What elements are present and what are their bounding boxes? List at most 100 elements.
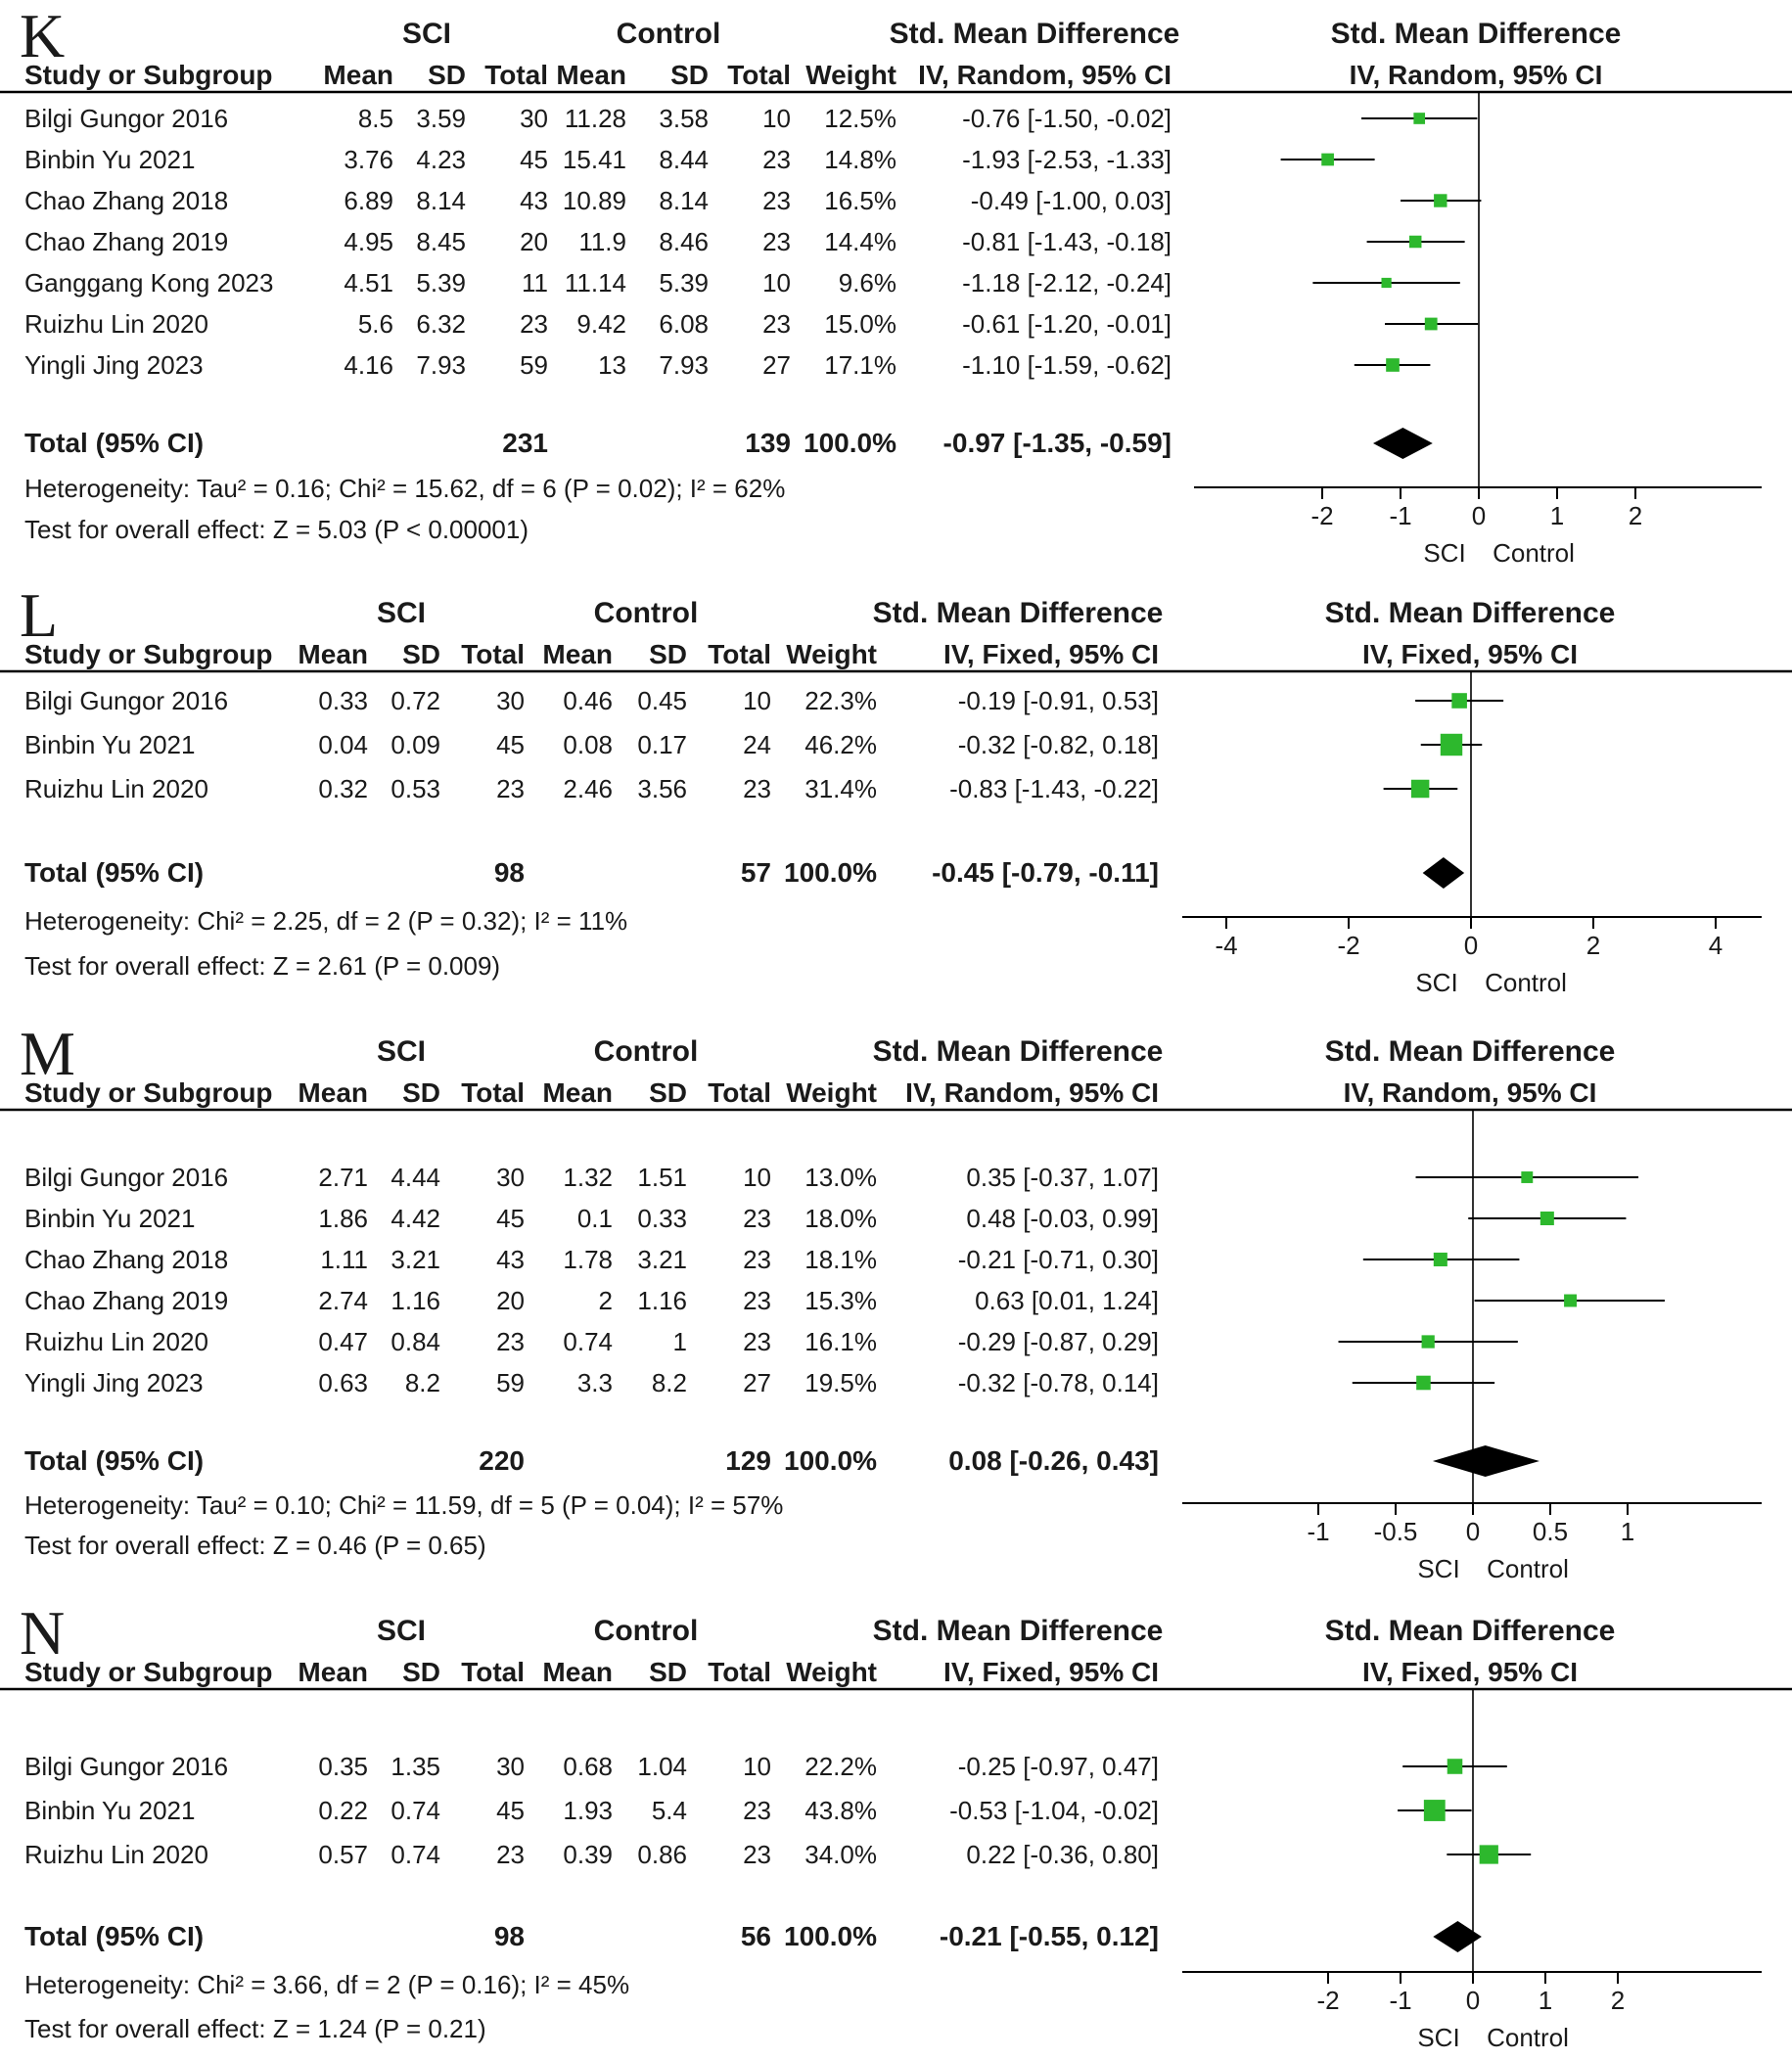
sci-mean: 1.86 <box>318 1204 368 1233</box>
control-mean: 0.74 <box>563 1327 613 1356</box>
study-ci-text: -1.18 [-2.12, -0.24] <box>962 268 1172 298</box>
total-control-n: 139 <box>745 428 791 458</box>
study-ci-text: -0.61 [-1.20, -0.01] <box>962 309 1172 339</box>
study-ci-text: -0.83 [-1.43, -0.22] <box>949 774 1159 803</box>
control-sd: 1 <box>673 1327 687 1356</box>
control-total: 27 <box>743 1368 771 1397</box>
sci-group-header: SCI <box>402 18 451 50</box>
control-total: 23 <box>762 227 791 256</box>
study-weight: 31.4% <box>804 774 877 803</box>
control-sd: 5.4 <box>652 1796 687 1825</box>
smd-header: Std. Mean Difference <box>873 1615 1164 1647</box>
control-sd: 8.44 <box>659 145 709 174</box>
sci-total: 45 <box>496 1204 525 1233</box>
total-ci-text: -0.21 [-0.55, 0.12] <box>940 1921 1159 1951</box>
effect-marker <box>1386 358 1400 372</box>
col-total1: Total <box>461 1657 525 1687</box>
control-mean: 0.1 <box>577 1204 613 1233</box>
control-mean: 11.14 <box>565 268 626 298</box>
study-ci-text: -0.49 [-1.00, 0.03] <box>971 186 1172 215</box>
control-mean: 0.08 <box>563 730 613 759</box>
sci-mean: 8.5 <box>358 104 393 133</box>
overall-effect-text: Test for overall effect: Z = 1.24 (P = 0… <box>24 2014 486 2043</box>
col-total1: Total <box>461 1077 525 1108</box>
sci-mean: 3.76 <box>344 145 393 174</box>
sci-group-header: SCI <box>377 1035 426 1068</box>
control-mean: 1.78 <box>563 1245 613 1274</box>
total-label: Total (95% CI) <box>24 857 204 888</box>
study-weight: 34.0% <box>804 1840 877 1869</box>
study-row: Ruizhu Lin 2020 0.32 0.53 23 2.46 3.56 23 31.4%… <box>24 774 1458 803</box>
control-total: 10 <box>743 686 771 715</box>
sci-sd: 1.16 <box>391 1286 440 1315</box>
col-total1: Total <box>461 639 525 669</box>
study-name: Ruizhu Lin 2020 <box>24 1840 208 1869</box>
effect-marker <box>1421 1335 1435 1349</box>
study-name: Chao Zhang 2018 <box>24 1245 228 1274</box>
col-sd1: SD <box>402 1657 440 1687</box>
sci-mean: 0.35 <box>318 1752 368 1781</box>
study-name: Yingli Jing 2023 <box>24 1368 204 1397</box>
control-mean: 2.46 <box>563 774 613 803</box>
col-weight: Weight <box>786 1657 877 1687</box>
study-name: Ruizhu Lin 2020 <box>24 1327 208 1356</box>
effect-marker <box>1434 194 1447 207</box>
sci-mean: 6.89 <box>344 186 393 215</box>
x-label-control: Control <box>1487 1554 1569 1583</box>
sci-sd: 7.93 <box>416 350 466 380</box>
study-name: Binbin Yu 2021 <box>24 730 195 759</box>
total-label: Total (95% CI) <box>24 1921 204 1951</box>
study-row: Chao Zhang 2018 1.11 3.21 43 1.78 3.21 23 18.1%… <box>24 1245 1520 1274</box>
col-sd2: SD <box>649 1657 687 1687</box>
total-ci-text: -0.45 [-0.79, -0.11] <box>932 857 1159 888</box>
x-tick-label: -2 <box>1316 1986 1339 2015</box>
sci-mean: 0.33 <box>318 686 368 715</box>
study-name: Bilgi Gungor 2016 <box>24 1163 228 1192</box>
x-label-control: Control <box>1487 2023 1569 2052</box>
sci-sd: 0.74 <box>391 1840 440 1869</box>
sci-sd: 0.72 <box>391 686 440 715</box>
total-sci-n: 98 <box>494 1921 525 1951</box>
study-name: Binbin Yu 2021 <box>24 1204 195 1233</box>
control-total: 23 <box>743 774 771 803</box>
control-sd: 3.56 <box>637 774 687 803</box>
col-mean2: Mean <box>542 639 613 669</box>
smd-header: Std. Mean Difference <box>873 1035 1164 1068</box>
sci-total: 43 <box>520 186 548 215</box>
study-weight: 46.2% <box>804 730 877 759</box>
col-total2: Total <box>727 60 791 90</box>
total-label: Total (95% CI) <box>24 428 204 458</box>
study-ci-text: -0.21 [-0.71, 0.30] <box>958 1245 1159 1274</box>
x-tick-label: 0 <box>1466 1986 1480 2015</box>
effect-marker <box>1413 113 1426 124</box>
sci-mean: 4.51 <box>344 268 393 298</box>
total-ci-text: 0.08 [-0.26, 0.43] <box>948 1445 1159 1476</box>
study-name: Binbin Yu 2021 <box>24 1796 195 1825</box>
sci-sd: 5.39 <box>416 268 466 298</box>
control-total: 23 <box>762 186 791 215</box>
sci-sd: 8.45 <box>416 227 466 256</box>
col-plot-method: IV, Fixed, 95% CI <box>1362 639 1578 669</box>
sci-total: 30 <box>496 1752 525 1781</box>
sci-mean: 4.16 <box>344 350 393 380</box>
control-mean: 3.3 <box>577 1368 613 1397</box>
x-tick-label: 0 <box>1466 1517 1480 1546</box>
study-row: Chao Zhang 2019 4.95 8.45 20 11.9 8.46 23 14.4%… <box>24 227 1465 256</box>
control-sd: 1.04 <box>637 1752 687 1781</box>
panel-letter: L <box>20 580 58 650</box>
total-sci-n: 98 <box>494 857 525 888</box>
sci-sd: 4.23 <box>416 145 466 174</box>
study-row: Ruizhu Lin 2020 5.6 6.32 23 9.42 6.08 23 15.0% -… <box>24 309 1479 339</box>
x-label-control: Control <box>1493 538 1575 568</box>
sci-mean: 0.63 <box>318 1368 368 1397</box>
control-sd: 0.45 <box>637 686 687 715</box>
sci-sd: 0.53 <box>391 774 440 803</box>
x-tick-label: -1 <box>1307 1517 1329 1546</box>
x-tick-label: -1 <box>1389 1986 1411 2015</box>
col-weight: Weight <box>786 1077 877 1108</box>
control-mean: 9.42 <box>576 309 626 339</box>
study-ci-text: -0.25 [-0.97, 0.47] <box>958 1752 1159 1781</box>
study-weight: 13.0% <box>804 1163 877 1192</box>
sci-group-header: SCI <box>377 597 426 629</box>
